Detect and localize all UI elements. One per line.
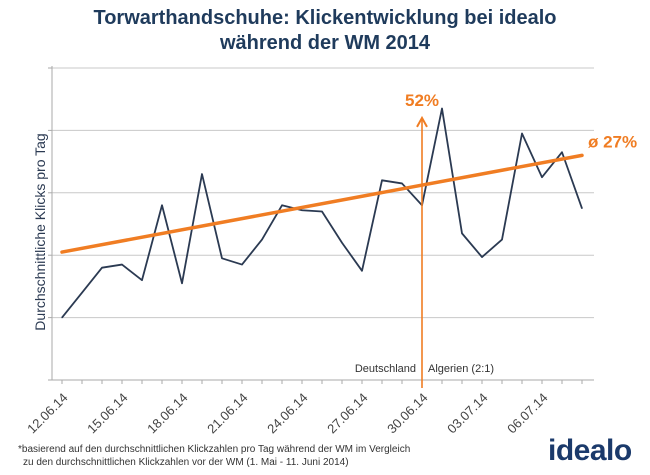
- arrow-up-icon: [416, 115, 428, 128]
- data-point: [401, 182, 403, 185]
- x-tick-label: 27.06.14: [324, 390, 370, 436]
- data-point: [561, 151, 563, 153]
- data-point: [181, 282, 183, 284]
- x-tick-label: 24.06.14: [264, 390, 310, 436]
- data-point: [481, 256, 483, 258]
- x-tick-label: 03.07.14: [444, 390, 490, 436]
- data-point: [461, 232, 463, 234]
- increase-label: 52%: [405, 91, 439, 110]
- match-team-right: Algerien (2:1): [428, 363, 494, 375]
- data-point: [321, 210, 323, 213]
- idealo-logo: idealo: [548, 434, 632, 467]
- trend-label: ø 27%: [588, 132, 637, 151]
- data-point: [541, 176, 543, 178]
- data-point: [61, 317, 63, 319]
- y-axis-label: Durchschnittliche Klicks pro Tag: [32, 133, 48, 330]
- clicks-series-line: [61, 107, 583, 319]
- data-point: [381, 179, 383, 181]
- data-point: [141, 279, 143, 281]
- data-point: [441, 107, 443, 110]
- data-point: [241, 263, 243, 266]
- data-point: [301, 209, 303, 211]
- footnote: *basierend auf den durchschnittlichen Kl…: [18, 443, 508, 469]
- data-point: [121, 263, 123, 266]
- x-tick-label: 12.06.14: [24, 390, 70, 436]
- chart-title-line2: während der WM 2014: [219, 32, 431, 54]
- data-point: [341, 242, 343, 244]
- match-team-left: Deutschland: [355, 363, 416, 375]
- x-tick-label: 30.06.14: [384, 390, 430, 436]
- data-point: [521, 132, 523, 135]
- grid-layer: [52, 67, 594, 319]
- data-point: [501, 239, 503, 241]
- trend-line: [60, 153, 584, 254]
- series-layer: [60, 107, 584, 319]
- data-point: [261, 239, 263, 241]
- chart-title: Torwarthandschuhe: Klickentwicklung bei …: [0, 6, 650, 56]
- axis-layer: 12.06.14 15.06.14 18.06.14 21.06.14 24.06.14…: [24, 66, 594, 436]
- x-tick-label: 18.06.14: [144, 390, 190, 436]
- data-point: [101, 267, 103, 269]
- footnote-line1: *basierend auf den durchschnittlichen Kl…: [18, 444, 411, 455]
- annotation-layer: 52% ø 27% Deutschland Algerien (2:1): [355, 91, 637, 388]
- data-point: [581, 207, 583, 209]
- data-point: [201, 173, 203, 175]
- chart-title-line1: Torwarthandschuhe: Klickentwicklung bei …: [93, 7, 557, 29]
- data-point: [281, 204, 283, 206]
- data-point: [81, 292, 83, 294]
- data-point: [361, 270, 363, 272]
- data-point: [221, 257, 223, 259]
- x-tick-label: 21.06.14: [204, 390, 250, 436]
- data-point: [161, 204, 163, 206]
- x-tick-label: 15.06.14: [84, 390, 130, 436]
- footnote-line2: zu den durchschnittlichen Klickzahlen vo…: [23, 457, 349, 468]
- x-tick-label: 06.07.14: [504, 390, 550, 436]
